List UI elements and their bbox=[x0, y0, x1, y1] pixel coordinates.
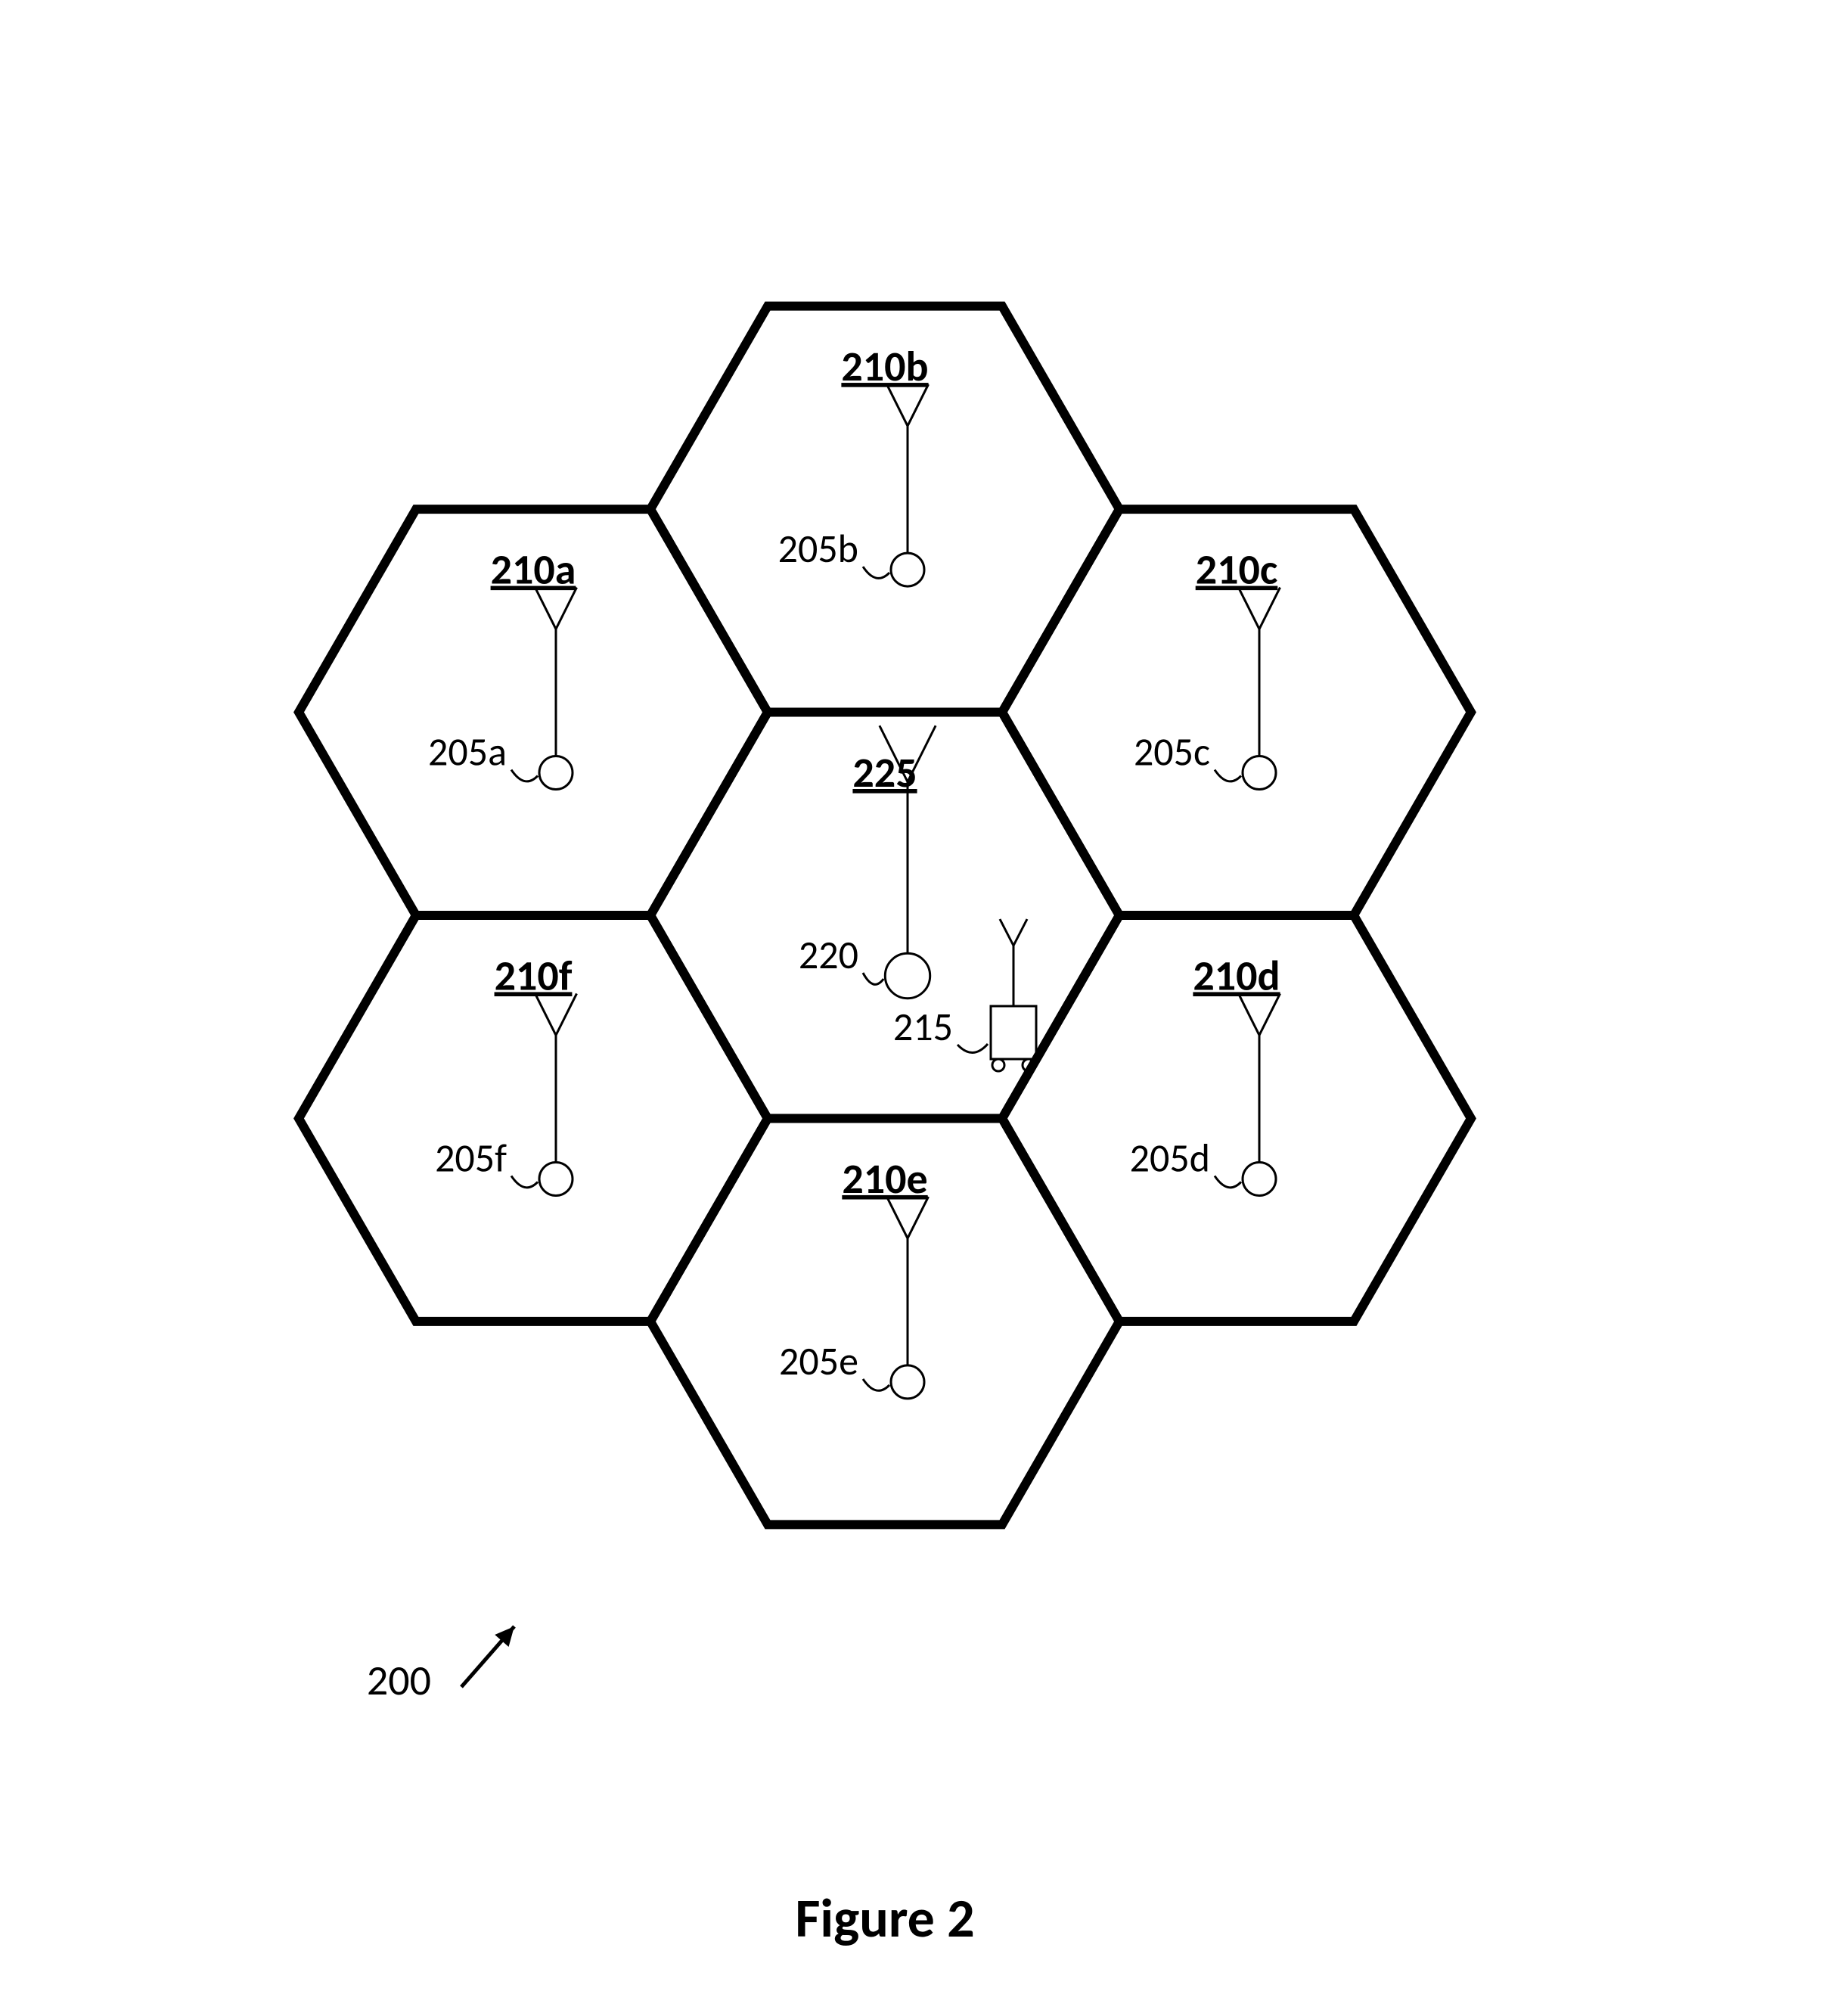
antenna-base-icon bbox=[1243, 1162, 1276, 1195]
device-v-icon bbox=[1013, 919, 1027, 946]
cell-label-c: 210c bbox=[1196, 545, 1278, 596]
leader-line-icon bbox=[511, 1176, 538, 1187]
antenna-base-icon bbox=[1243, 756, 1276, 790]
leader-line-icon bbox=[863, 973, 883, 984]
antenna-base-icon bbox=[891, 1365, 924, 1399]
device-label: 215 bbox=[893, 1002, 953, 1051]
system-label: 200 bbox=[367, 1655, 431, 1707]
cell-e: 210e 205e bbox=[650, 1119, 1119, 1525]
cells-layer: 225220215210b205b210c205c210d205d210e205… bbox=[299, 306, 1471, 1525]
cell-center: 225220215 bbox=[650, 713, 1119, 1119]
cell-label-d: 210d bbox=[1193, 950, 1280, 1002]
cell-label-b: 210b bbox=[841, 341, 928, 393]
leader-line-icon bbox=[863, 567, 889, 578]
figure-caption: Figure 2 bbox=[795, 1885, 974, 1952]
antenna-base-icon bbox=[891, 553, 924, 586]
cell-label-e: 210e bbox=[842, 1154, 927, 1205]
cell-label-a: 210a bbox=[491, 545, 576, 596]
cell-c: 210c 205c bbox=[1002, 509, 1471, 915]
antenna-label-center: 220 bbox=[799, 930, 858, 979]
cell-label-f: 210f bbox=[495, 950, 573, 1002]
device-v-icon bbox=[1000, 919, 1013, 946]
cell-a: 210a 205a bbox=[299, 509, 768, 915]
leader-line-icon bbox=[863, 1379, 889, 1390]
leader-line-icon bbox=[958, 1044, 988, 1053]
antenna-label-f: 205f bbox=[435, 1133, 507, 1182]
leader-line-icon bbox=[1215, 770, 1241, 781]
cell-f: 210f 205f bbox=[299, 915, 768, 1322]
system-label-group: 200 bbox=[367, 1626, 514, 1707]
leader-line-icon bbox=[511, 770, 538, 781]
antenna-base-icon bbox=[885, 953, 930, 998]
antenna-label-c: 205c bbox=[1134, 728, 1210, 776]
antenna-base-icon bbox=[539, 1162, 573, 1195]
device-wheel-icon bbox=[992, 1059, 1004, 1071]
cell-d: 210d 205d bbox=[1002, 915, 1471, 1322]
antenna-label-b: 205b bbox=[778, 524, 858, 573]
leader-line-icon bbox=[1215, 1176, 1241, 1187]
antenna-label-e: 205e bbox=[779, 1337, 858, 1385]
antenna-label-d: 205d bbox=[1130, 1133, 1210, 1182]
antenna-label-a: 205a bbox=[428, 728, 507, 776]
antenna-base-icon bbox=[539, 756, 573, 790]
device-body-icon bbox=[991, 1006, 1036, 1059]
cell-b: 210b 205b bbox=[650, 306, 1119, 713]
